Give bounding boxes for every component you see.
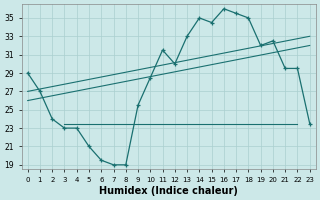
X-axis label: Humidex (Indice chaleur): Humidex (Indice chaleur): [99, 186, 238, 196]
